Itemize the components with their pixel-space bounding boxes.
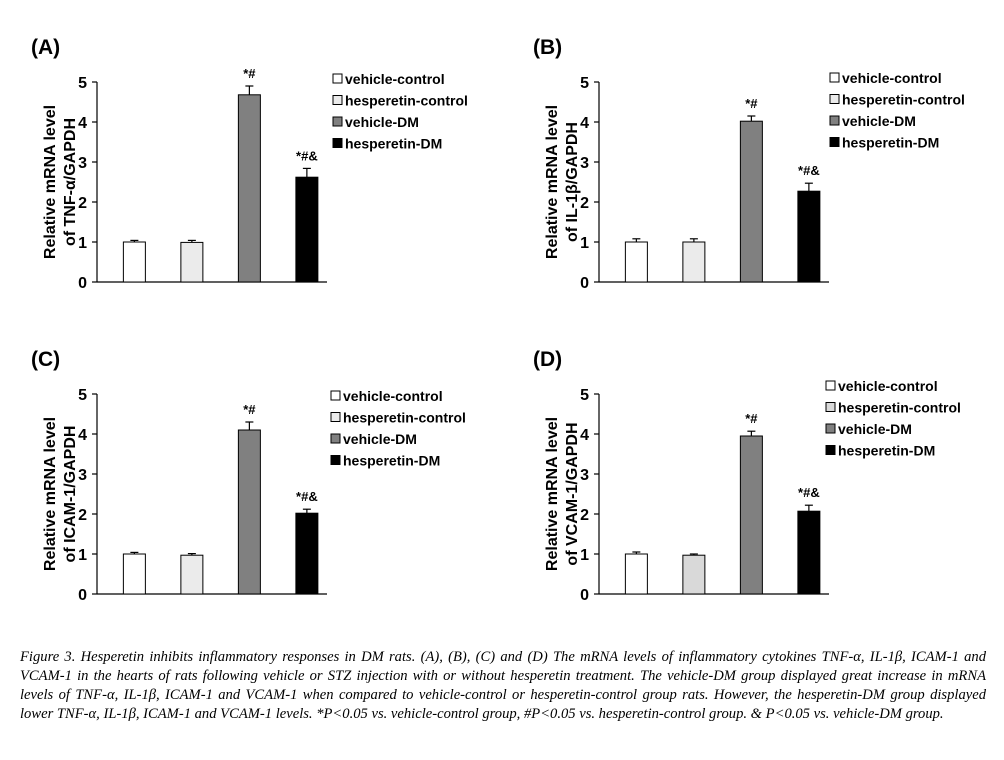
legend-label: hesperetin-control xyxy=(838,400,961,416)
significance-label: *# xyxy=(243,66,256,81)
significance-label: *#& xyxy=(296,489,318,504)
legend-label: vehicle-DM xyxy=(838,421,912,437)
bar xyxy=(797,190,821,283)
legend-swatch xyxy=(330,455,341,465)
legend-label: vehicle-DM xyxy=(842,113,916,129)
legend-swatch xyxy=(825,380,836,391)
significance-label: *# xyxy=(745,411,758,426)
bar xyxy=(624,553,648,595)
bar xyxy=(237,429,261,595)
legend-swatch xyxy=(330,390,341,401)
legend-swatch xyxy=(829,115,840,126)
y-tick-label: 2 xyxy=(78,195,87,212)
bar xyxy=(295,512,319,595)
bar xyxy=(624,241,648,283)
bar xyxy=(682,554,706,595)
y-tick-label: 3 xyxy=(580,155,589,172)
figure-caption: Figure 3. Hesperetin inhibits inflammato… xyxy=(20,649,986,722)
legend-label: hesperetin-control xyxy=(842,92,965,108)
legend-label: hesperetin-DM xyxy=(343,453,440,469)
y-tick-label: 3 xyxy=(580,467,589,484)
legend-swatch xyxy=(829,72,840,83)
legend-swatch xyxy=(332,95,343,105)
y-axis-label: of IL-1β/GAPDH xyxy=(564,122,581,242)
legend-swatch xyxy=(825,402,836,412)
y-tick-label: 4 xyxy=(78,115,87,132)
legend-label: vehicle-control xyxy=(838,378,938,394)
legend-label: vehicle-control xyxy=(842,70,942,86)
y-tick-label: 3 xyxy=(78,155,87,172)
bar xyxy=(122,553,146,595)
y-tick-label: 5 xyxy=(580,387,589,404)
y-axis-label: Relative mRNA level xyxy=(544,417,561,571)
y-tick-label: 2 xyxy=(580,195,589,212)
y-tick-label: 5 xyxy=(580,75,589,92)
panel-label: (D) xyxy=(533,348,562,371)
significance-label: *# xyxy=(745,96,758,111)
y-tick-label: 1 xyxy=(78,235,87,252)
y-tick-label: 0 xyxy=(78,587,87,604)
legend-label: hesperetin-control xyxy=(343,410,466,426)
panel-label: (C) xyxy=(31,348,60,371)
legend-label: hesperetin-control xyxy=(345,93,468,109)
y-tick-label: 3 xyxy=(78,467,87,484)
significance-label: *#& xyxy=(798,485,820,500)
significance-label: *# xyxy=(243,402,256,417)
bar xyxy=(180,554,204,595)
y-tick-label: 5 xyxy=(78,387,87,404)
y-axis-label: Relative mRNA level xyxy=(42,105,59,259)
legend-swatch xyxy=(825,445,836,455)
y-tick-label: 4 xyxy=(580,427,589,444)
y-tick-label: 2 xyxy=(580,507,589,524)
significance-label: *#& xyxy=(798,163,820,178)
legend-label: vehicle-control xyxy=(345,71,445,87)
legend-label: vehicle-DM xyxy=(343,431,417,447)
legend-swatch xyxy=(829,137,840,147)
legend-swatch xyxy=(332,116,343,127)
y-tick-label: 0 xyxy=(580,275,589,292)
y-axis-label: Relative mRNA level xyxy=(42,417,59,571)
y-tick-label: 1 xyxy=(580,547,589,564)
y-tick-label: 2 xyxy=(78,507,87,524)
panel-label: (B) xyxy=(533,36,562,59)
y-tick-label: 4 xyxy=(78,427,87,444)
y-axis-label: of VCAM-1/GAPDH xyxy=(564,422,581,565)
y-tick-label: 0 xyxy=(580,587,589,604)
charts: (A)Relative mRNA level of TNF-α/GAPDH0123… xyxy=(31,36,965,604)
bar xyxy=(122,241,146,283)
legend-label: vehicle-control xyxy=(343,388,443,404)
bar xyxy=(180,241,204,283)
panel-label: (A) xyxy=(31,36,60,59)
legend-swatch xyxy=(332,138,343,148)
y-tick-label: 1 xyxy=(78,547,87,564)
legend-swatch xyxy=(332,73,343,84)
bar xyxy=(797,510,821,595)
bar xyxy=(295,176,319,283)
legend-label: vehicle-DM xyxy=(345,114,419,130)
bar xyxy=(739,435,763,595)
y-tick-label: 0 xyxy=(78,275,87,292)
y-tick-label: 1 xyxy=(580,235,589,252)
significance-label: *#& xyxy=(296,148,318,163)
legend-label: hesperetin-DM xyxy=(838,443,935,459)
legend-swatch xyxy=(330,433,341,444)
y-axis-label: Relative mRNA level xyxy=(544,105,561,259)
legend-swatch xyxy=(825,423,836,434)
legend-label: hesperetin-DM xyxy=(842,135,939,151)
y-axis-label: of TNF-α/GAPDH xyxy=(62,118,79,246)
bar xyxy=(682,241,706,283)
y-tick-label: 5 xyxy=(78,75,87,92)
bar xyxy=(237,94,261,283)
y-axis-label: of ICAM-1/GAPDH xyxy=(62,426,79,563)
legend-label: hesperetin-DM xyxy=(345,136,442,152)
y-tick-label: 4 xyxy=(580,115,589,132)
legend-swatch xyxy=(330,412,341,422)
legend-swatch xyxy=(829,94,840,104)
bar xyxy=(739,120,763,283)
